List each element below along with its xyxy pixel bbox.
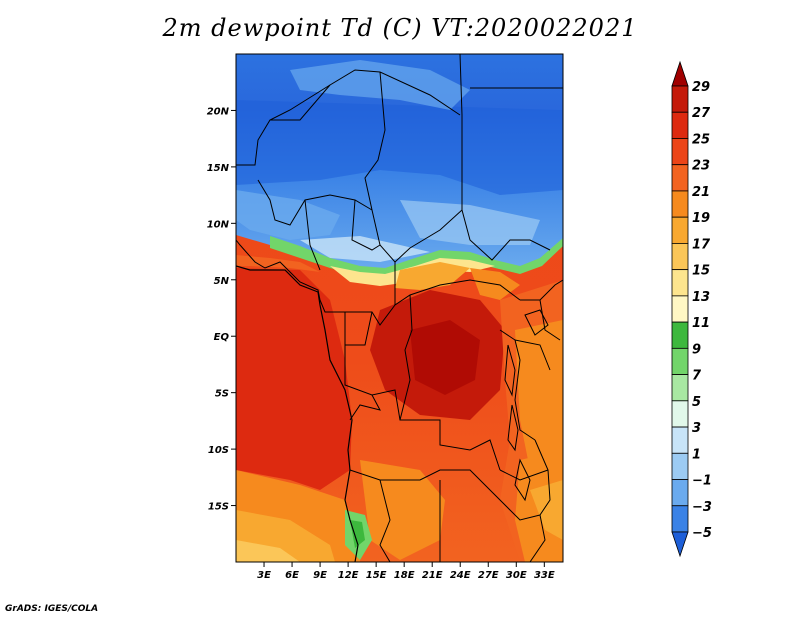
- colorbar-label: 29: [692, 80, 710, 95]
- colorbar-label: −3: [692, 500, 712, 515]
- colorbar-label: 27: [692, 106, 711, 121]
- map-frame: [235, 53, 564, 563]
- lon-tick-label: 15E: [366, 570, 387, 581]
- lat-tick-label: EQ: [214, 332, 230, 343]
- colorbar-swatch: [671, 164, 689, 192]
- colorbar-swatch: [671, 216, 689, 244]
- colorbar-swatch: [671, 347, 689, 375]
- map-title: 2m dewpoint Td (C) VT:2020022021: [162, 14, 638, 42]
- colorbar-swatch: [671, 111, 689, 139]
- great-lakes-outlines: [504, 309, 549, 502]
- lon-tick-label: 18E: [394, 570, 415, 581]
- lon-tick-label: 27E: [478, 570, 499, 581]
- colorbar-swatch: [671, 479, 689, 507]
- lon-tick-label: 33E: [534, 570, 555, 581]
- colorbar-label: −5: [692, 526, 712, 541]
- colorbar-swatch: [671, 190, 689, 218]
- latitude-ticks: 20N 15N 10N 5N EQ 5S 10S 15S: [207, 106, 236, 513]
- colorbar-swatch: [671, 295, 689, 323]
- colorbar-swatch: [671, 138, 689, 166]
- colorbar-label: 13: [692, 290, 710, 305]
- colorbar-swatch: [671, 400, 689, 428]
- lat-tick-label: 15S: [208, 502, 229, 513]
- longitude-ticks: 3E 6E 9E 12E 15E 18E 21E 24E 27E 30E 33E: [257, 562, 555, 581]
- lon-tick-label: 3E: [257, 570, 271, 581]
- colorbar-swatch: [671, 505, 689, 533]
- lon-tick-label: 24E: [450, 570, 471, 581]
- colorbar-swatch: [671, 452, 689, 480]
- colorbar-swatch: [671, 85, 689, 113]
- lat-tick-label: 5N: [214, 276, 230, 287]
- lon-tick-label: 12E: [338, 570, 359, 581]
- dewpoint-field: [236, 54, 563, 562]
- colorbar-label: 21: [692, 185, 710, 200]
- lat-tick-label: 15N: [207, 163, 230, 174]
- colorbar-label: 1: [692, 447, 701, 462]
- lat-tick-label: 10N: [207, 219, 230, 230]
- lon-tick-label: 21E: [422, 570, 443, 581]
- colorbar-label: 9: [692, 342, 701, 357]
- lat-tick-label: 5S: [215, 389, 229, 400]
- lon-tick-label: 6E: [285, 570, 299, 581]
- colorbar-label: 19: [692, 211, 710, 226]
- colorbar-label: 5: [692, 395, 701, 410]
- colorbar-bottom-arrow: [671, 531, 689, 558]
- colorbar-swatch: [671, 321, 689, 349]
- colorbar: 29 27 25 23 21 19 17 15 13 11 9 7 5 3 1 −1 −3 −5: [671, 60, 712, 558]
- colorbar-label: 23: [692, 159, 710, 174]
- colorbar-label: 17: [692, 237, 711, 252]
- colorbar-swatch: [671, 426, 689, 454]
- colorbar-swatch: [671, 243, 689, 271]
- colorbar-label: −1: [692, 474, 712, 489]
- colorbar-label: 11: [692, 316, 710, 331]
- colorbar-swatch: [671, 269, 689, 297]
- west-coastline: [236, 265, 359, 562]
- colorbar-label: 3: [692, 421, 701, 436]
- lon-tick-label: 9E: [313, 570, 327, 581]
- country-boundaries: [236, 54, 563, 562]
- colorbar-swatch: [671, 374, 689, 402]
- colorbar-label: 7: [692, 369, 702, 384]
- lon-tick-label: 30E: [506, 570, 527, 581]
- lat-tick-label: 20N: [207, 106, 230, 117]
- grads-credit: GrADS: IGES/COLA: [5, 604, 99, 614]
- colorbar-label: 25: [692, 132, 710, 147]
- colorbar-top-arrow: [671, 60, 689, 87]
- colorbar-label: 15: [692, 264, 710, 279]
- lat-tick-label: 10S: [208, 445, 229, 456]
